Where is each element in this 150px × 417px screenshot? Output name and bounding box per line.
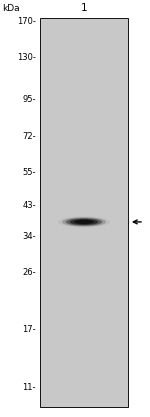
Text: 26-: 26- — [22, 268, 36, 277]
Ellipse shape — [74, 220, 94, 224]
Ellipse shape — [58, 216, 110, 227]
Text: 55-: 55- — [22, 168, 36, 177]
Text: 130-: 130- — [17, 53, 36, 62]
Text: 72-: 72- — [22, 132, 36, 141]
Text: 1: 1 — [81, 3, 87, 13]
Text: 11-: 11- — [22, 383, 36, 392]
Ellipse shape — [62, 217, 106, 226]
Bar — [40, 18, 128, 407]
Text: 43-: 43- — [22, 201, 36, 210]
Ellipse shape — [66, 218, 102, 226]
Text: kDa: kDa — [2, 4, 20, 13]
Text: 170-: 170- — [17, 18, 36, 26]
Text: 34-: 34- — [22, 232, 36, 241]
Ellipse shape — [70, 219, 98, 225]
Text: 95-: 95- — [22, 95, 36, 104]
Text: 17-: 17- — [22, 325, 36, 334]
